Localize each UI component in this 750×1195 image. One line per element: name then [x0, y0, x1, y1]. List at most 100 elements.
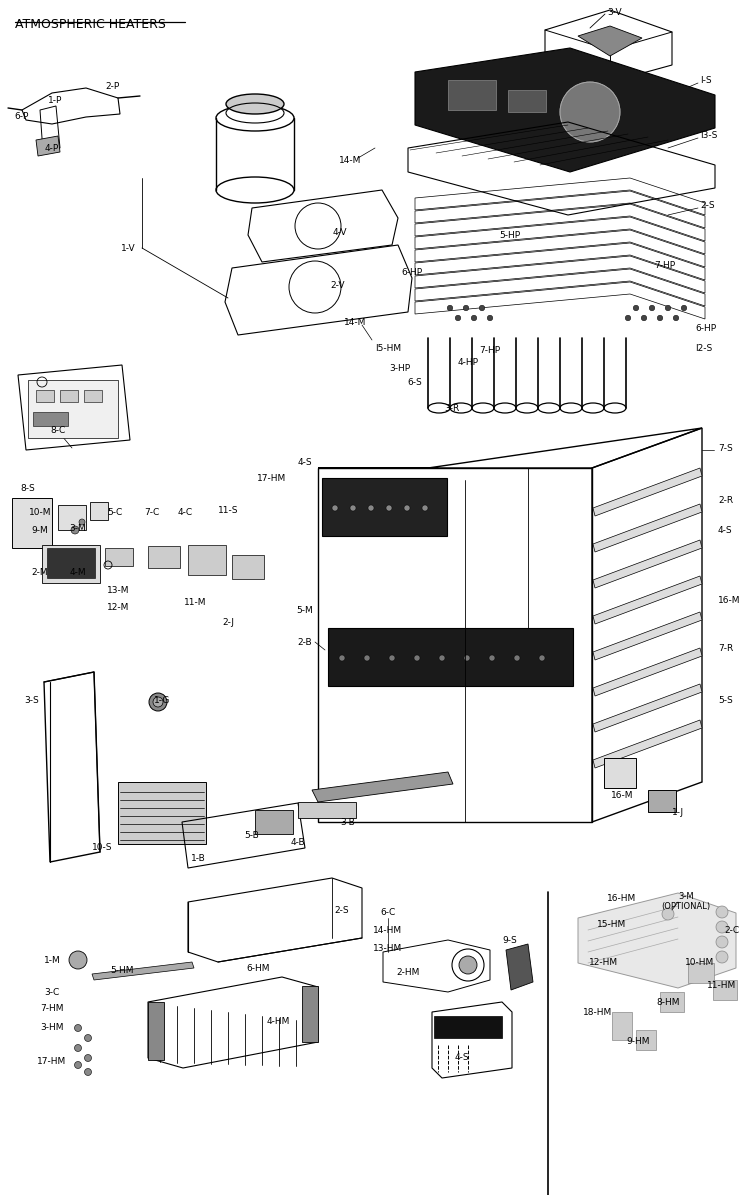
Text: 8-HM: 8-HM	[656, 998, 680, 1006]
Bar	[47, 549, 95, 578]
Polygon shape	[578, 893, 736, 988]
Text: I-S: I-S	[700, 75, 712, 85]
Text: 17-HM: 17-HM	[38, 1058, 67, 1066]
Text: 9-HM: 9-HM	[626, 1037, 650, 1047]
Text: 7-C: 7-C	[144, 508, 160, 516]
Text: 5-B: 5-B	[244, 831, 260, 840]
Text: 1-V: 1-V	[121, 244, 135, 252]
Text: I2-S: I2-S	[695, 343, 712, 353]
Circle shape	[439, 655, 445, 661]
Bar	[105, 549, 133, 566]
Text: 9-M: 9-M	[32, 526, 48, 534]
Text: 5-C: 5-C	[107, 508, 123, 516]
Circle shape	[662, 908, 674, 920]
Text: 3-HM: 3-HM	[40, 1023, 64, 1032]
Text: 3-R: 3-R	[444, 404, 460, 412]
Text: 4-M: 4-M	[70, 568, 86, 576]
Circle shape	[153, 697, 163, 707]
Polygon shape	[593, 721, 702, 768]
Text: 10-S: 10-S	[92, 842, 112, 852]
Polygon shape	[593, 684, 702, 733]
Circle shape	[479, 305, 484, 311]
Circle shape	[716, 936, 728, 948]
Circle shape	[665, 305, 670, 311]
Circle shape	[149, 693, 167, 711]
Text: 7-R: 7-R	[718, 643, 734, 652]
Text: 4-S: 4-S	[298, 458, 312, 466]
Text: 10-M: 10-M	[28, 508, 51, 516]
Text: 14-HM: 14-HM	[374, 925, 403, 934]
Bar	[148, 1001, 164, 1060]
Bar	[42, 545, 100, 583]
Circle shape	[364, 655, 370, 661]
Text: 11-S: 11-S	[217, 505, 238, 515]
Circle shape	[716, 906, 728, 918]
Bar	[148, 546, 180, 568]
Bar	[688, 963, 714, 983]
Circle shape	[488, 315, 493, 320]
Bar	[118, 782, 206, 844]
Text: 12-HM: 12-HM	[590, 957, 619, 967]
Circle shape	[626, 315, 631, 320]
Bar	[12, 498, 52, 549]
Text: 3-M: 3-M	[70, 523, 86, 533]
Text: 6-HP: 6-HP	[695, 324, 716, 332]
Bar	[232, 554, 264, 580]
Bar	[713, 980, 737, 1000]
Text: 6-S: 6-S	[408, 378, 422, 386]
Polygon shape	[593, 504, 702, 552]
Bar	[660, 992, 684, 1012]
Text: 3-V: 3-V	[608, 7, 622, 17]
Text: 1-P: 1-P	[48, 96, 62, 104]
Circle shape	[85, 1035, 92, 1042]
Circle shape	[414, 655, 420, 661]
Text: 4-B: 4-B	[291, 838, 305, 846]
Circle shape	[447, 305, 453, 311]
Text: 16-M: 16-M	[718, 595, 740, 605]
Text: I5-HM: I5-HM	[375, 343, 401, 353]
Text: 11-HM: 11-HM	[707, 981, 736, 989]
Text: 13-M: 13-M	[106, 586, 129, 594]
Text: 10-HM: 10-HM	[686, 957, 715, 967]
Text: 4-V: 4-V	[333, 227, 347, 237]
Bar	[255, 810, 293, 834]
Circle shape	[674, 315, 679, 320]
Text: 17-HM: 17-HM	[257, 473, 286, 483]
Text: 14-M: 14-M	[344, 318, 366, 326]
Bar	[84, 390, 102, 402]
Circle shape	[514, 655, 520, 661]
Text: 8-C: 8-C	[50, 425, 66, 435]
Text: 4-S: 4-S	[454, 1054, 470, 1062]
Text: 3-S: 3-S	[25, 695, 39, 705]
Text: 5-HM: 5-HM	[110, 966, 134, 974]
Bar	[90, 502, 108, 520]
Text: 1-M: 1-M	[44, 956, 60, 964]
Polygon shape	[415, 48, 715, 172]
Bar	[188, 545, 226, 575]
Circle shape	[489, 655, 495, 661]
Bar	[322, 478, 447, 537]
Text: 4-S: 4-S	[718, 526, 733, 534]
Text: 4-HP: 4-HP	[458, 357, 478, 367]
Text: 3-C: 3-C	[44, 987, 60, 997]
Text: 2-P: 2-P	[105, 81, 119, 91]
Circle shape	[389, 655, 395, 661]
Text: 3-M
(OPTIONAL): 3-M (OPTIONAL)	[662, 891, 710, 912]
Text: 9-S: 9-S	[503, 936, 518, 944]
Text: 16-M: 16-M	[610, 791, 633, 799]
Polygon shape	[312, 772, 453, 802]
Circle shape	[641, 315, 646, 320]
Circle shape	[464, 305, 469, 311]
Text: 2-S: 2-S	[700, 201, 715, 209]
Text: 7-HP: 7-HP	[479, 345, 500, 355]
Text: 2-C: 2-C	[724, 925, 740, 934]
Circle shape	[71, 526, 79, 534]
Text: 2-B: 2-B	[298, 637, 312, 646]
Bar	[28, 380, 118, 439]
Bar	[648, 790, 676, 811]
Text: 1-B: 1-B	[190, 853, 206, 863]
Bar	[448, 80, 496, 110]
Circle shape	[716, 921, 728, 933]
Text: 12-M: 12-M	[106, 602, 129, 612]
Text: 7-HM: 7-HM	[40, 1004, 64, 1012]
